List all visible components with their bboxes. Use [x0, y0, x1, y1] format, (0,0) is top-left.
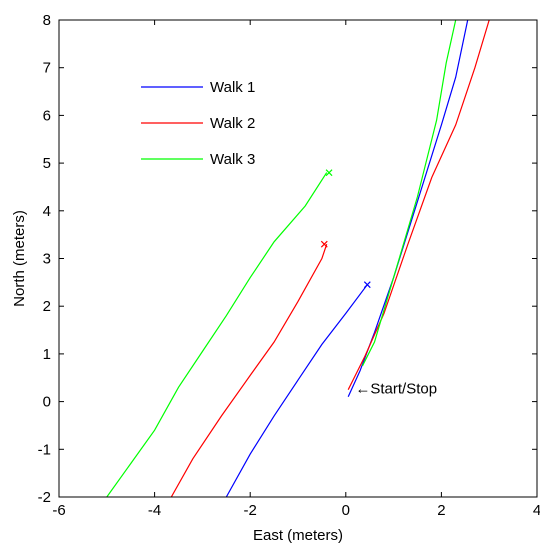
- y-tick-label: 4: [43, 203, 51, 220]
- end-marker-walk-2: [320, 240, 328, 248]
- series-layer: [106, 20, 490, 497]
- x-axis-label: East (meters): [253, 527, 343, 544]
- x-tick-label: -2: [244, 502, 257, 519]
- series-line-walk-3-return: [361, 20, 457, 367]
- end-marker-walk-3: [325, 169, 333, 177]
- y-tick-label: 7: [43, 60, 51, 77]
- y-tick-label: 2: [43, 298, 51, 315]
- y-tick-label: 6: [43, 107, 51, 124]
- x-tick-label: 2: [437, 502, 445, 519]
- legend-label-walk-3: Walk 3: [210, 151, 255, 168]
- annotations: ←Start/Stop: [355, 380, 437, 397]
- annotation-start-stop: ←Start/Stop: [355, 380, 437, 397]
- x-tick-label: -6: [52, 502, 65, 519]
- y-tick-label: -1: [38, 441, 51, 458]
- legend-label-walk-1: Walk 1: [210, 79, 255, 96]
- plot-area-frame: [58, 19, 538, 498]
- x-tick-label: -4: [148, 502, 161, 519]
- y-tick-label: 5: [43, 155, 51, 172]
- axes-layer: -6 -4 -2 0 2 4 -2 -1 0 1 2 3 4 5 6 7 8: [38, 12, 540, 519]
- y-axis-label: North (meters): [11, 210, 28, 307]
- end-marker-walk-1: [363, 281, 371, 289]
- y-tick-label: 8: [43, 12, 51, 29]
- y-tick-label: -2: [38, 489, 51, 506]
- series-line-walk-3: [106, 172, 328, 497]
- legend-label-walk-2: Walk 2: [210, 115, 255, 132]
- y-tick-label: 1: [43, 346, 51, 363]
- y-tick-label: 0: [43, 394, 51, 411]
- series-line-walk-2: [170, 244, 328, 497]
- legend: Walk 1 Walk 2 Walk 3: [141, 79, 255, 168]
- x-tick-label: 0: [342, 502, 350, 519]
- series-line-walk-2-return: [347, 20, 490, 390]
- x-tick-label: 4: [533, 502, 540, 519]
- series-line-walk-1-return: [347, 20, 469, 398]
- series-line-walk-1: [225, 284, 368, 497]
- y-tick-label: 3: [43, 251, 51, 268]
